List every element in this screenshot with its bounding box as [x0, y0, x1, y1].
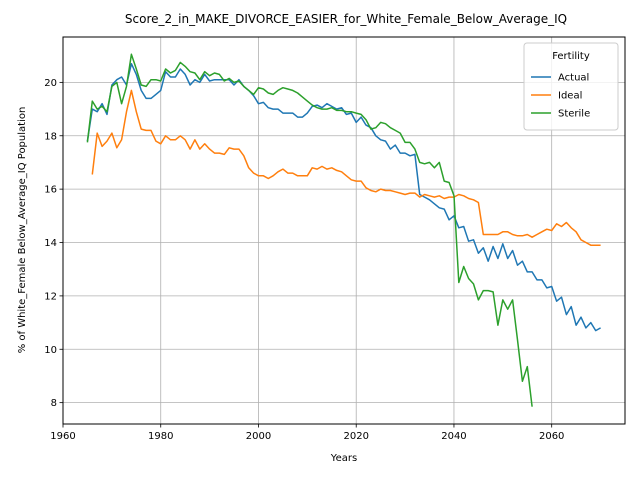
legend: Fertility Actual Ideal Sterile	[523, 42, 619, 131]
y-tick-label: 12	[44, 291, 57, 302]
y-axis-label: % of White_Female Below_Average_IQ Popul…	[17, 107, 28, 354]
legend-items: Actual Ideal Sterile	[531, 73, 590, 120]
legend-box	[523, 42, 619, 131]
plot-frame	[62, 36, 626, 425]
y-tick-label: 16	[44, 185, 57, 196]
series-line-sterile	[86, 53, 533, 407]
x-tick-label: 2000	[246, 431, 271, 442]
x-tick-label: 2060	[539, 431, 564, 442]
legend-label-sterile: Sterile	[558, 109, 590, 120]
chart-title: Score_2_in_MAKE_DIVORCE_EASIER_for_White…	[125, 12, 567, 26]
legend-title: Fertility	[552, 51, 590, 62]
legend-label-actual: Actual	[558, 73, 589, 84]
grid	[62, 37, 625, 424]
x-tick-label: 2020	[343, 431, 368, 442]
y-tick-label: 8	[51, 398, 57, 409]
y-tick-label: 18	[44, 131, 57, 142]
y-tick-label: 14	[44, 238, 57, 249]
x-axis-label: Years	[330, 453, 357, 464]
x-tick-label: 1960	[50, 431, 75, 442]
series-line-ideal	[91, 89, 601, 246]
y-tick-label: 20	[44, 78, 57, 89]
y-tick-label: 10	[44, 345, 57, 356]
axis-ticks: 1960 1980 2000 2020 2040 2060 8 10 12 14 16 18 20	[44, 78, 564, 442]
x-tick-label: 1980	[148, 431, 173, 442]
legend-label-ideal: Ideal	[558, 91, 582, 102]
plot-lines	[86, 53, 601, 407]
x-tick-label: 2040	[441, 431, 466, 442]
